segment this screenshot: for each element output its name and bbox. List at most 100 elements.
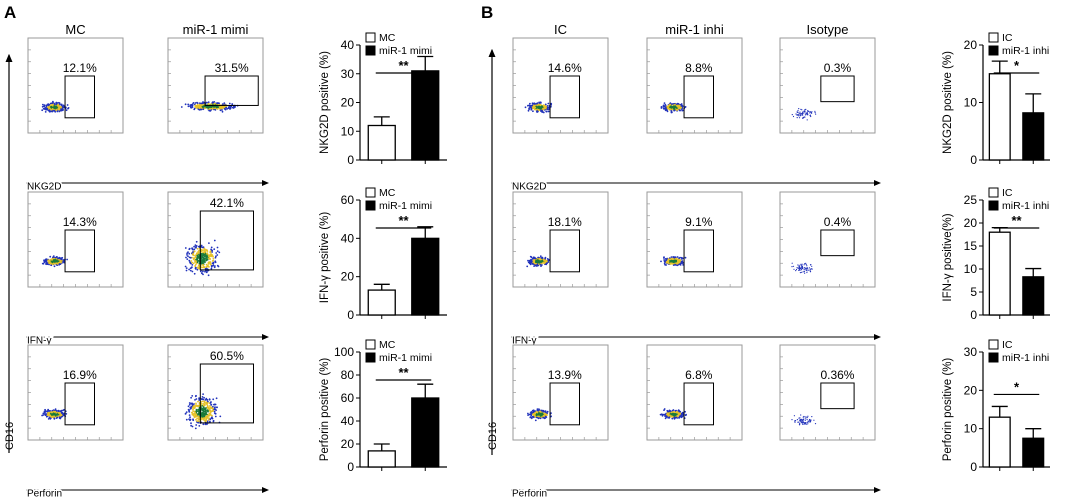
event-dot [184, 247, 187, 249]
event-dot [198, 399, 201, 401]
event-dot [60, 257, 63, 260]
gate-box [204, 75, 259, 106]
event-dot [202, 251, 205, 254]
gate-box [64, 382, 96, 426]
event-dot [202, 404, 205, 407]
event-dot [42, 262, 45, 265]
event-dot [677, 103, 680, 105]
significance-label: * [1014, 379, 1020, 394]
event-dot [804, 267, 806, 269]
event-dot [215, 397, 218, 400]
legend-label: miR-1 inhi [1002, 45, 1049, 57]
event-dot [192, 419, 195, 422]
event-dot [814, 423, 817, 425]
event-dot [213, 410, 216, 413]
event-dot [543, 412, 545, 415]
column-header: MC [65, 22, 85, 37]
legend-label: miR-1 mimi [379, 45, 432, 57]
event-cloud [791, 414, 817, 426]
event-dot [809, 269, 811, 271]
event-dot [671, 258, 674, 261]
event-dot [677, 260, 679, 262]
gate-box [549, 75, 580, 119]
event-dot [67, 107, 69, 110]
event-dot [196, 247, 199, 250]
event-dot [207, 263, 210, 265]
event-dot [672, 108, 675, 110]
event-dot [811, 111, 813, 113]
event-dot [808, 110, 810, 113]
event-dot [57, 107, 60, 110]
event-dot [209, 254, 211, 257]
event-dot [48, 103, 51, 106]
event-dot [799, 111, 801, 113]
event-dot [665, 106, 667, 109]
event-dot [529, 255, 532, 258]
event-dot [671, 260, 674, 263]
legend-swatch [365, 352, 376, 363]
event-dot [194, 264, 197, 267]
event-dot [188, 410, 190, 412]
event-dot [202, 249, 205, 252]
event-dot [186, 258, 189, 260]
y-tick-label: 0 [347, 460, 354, 474]
event-dot [806, 271, 808, 274]
event-dot [814, 112, 816, 114]
event-dot [539, 413, 542, 416]
y-tick-label: 40 [341, 231, 355, 245]
event-dot [191, 264, 194, 266]
event-dot [662, 105, 665, 107]
event-dot [666, 410, 669, 413]
event-dot [799, 423, 801, 425]
event-dot [803, 112, 805, 114]
bar [1022, 437, 1045, 468]
event-dot [52, 256, 54, 259]
gate-box [683, 229, 714, 273]
event-dot [44, 411, 46, 414]
event-dot [806, 416, 809, 418]
event-dot [676, 411, 679, 413]
event-dot [52, 255, 55, 257]
event-dot [801, 422, 803, 424]
event-dot [52, 262, 55, 265]
event-dot [192, 410, 195, 412]
event-dot [809, 419, 811, 422]
plot-frame [27, 191, 124, 288]
event-dot [678, 107, 680, 110]
event-dot [535, 102, 537, 105]
event-dot [528, 259, 531, 262]
event-dot [63, 408, 65, 411]
plot-frame [646, 191, 743, 288]
event-dot [794, 420, 797, 422]
gate-box [683, 75, 714, 119]
gate-box [64, 229, 96, 273]
event-dot [799, 112, 801, 114]
event-dot [197, 421, 200, 424]
event-dot [187, 405, 190, 408]
legend-swatch [988, 352, 999, 363]
event-dot [193, 272, 196, 275]
event-dot [664, 417, 667, 420]
event-dot [536, 260, 539, 263]
event-dot [796, 114, 798, 116]
y-tick-label: 10 [964, 96, 978, 110]
event-dot [807, 268, 809, 270]
event-dot [53, 417, 56, 420]
event-dot [190, 402, 192, 405]
event-dot [225, 106, 228, 109]
gate-percentage: 8.8% [685, 61, 713, 75]
plot-frame [512, 344, 609, 441]
event-dot [200, 398, 203, 401]
event-dot [188, 268, 191, 271]
event-dot [660, 260, 662, 263]
event-dot [191, 105, 193, 107]
event-dot [53, 103, 56, 105]
event-dot [192, 258, 195, 260]
event-dot [202, 393, 205, 395]
event-dot [684, 106, 687, 108]
event-dot [528, 262, 531, 265]
event-dot [192, 414, 194, 416]
event-dot [681, 258, 683, 260]
event-dot [48, 109, 51, 112]
